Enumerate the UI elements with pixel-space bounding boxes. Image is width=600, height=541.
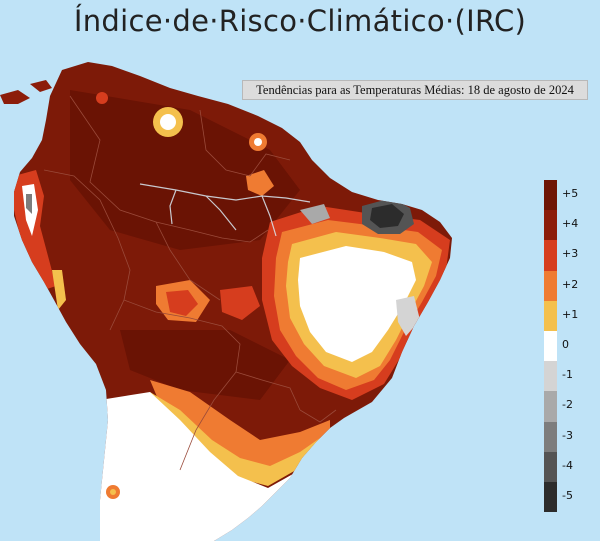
legend-label: +4 — [562, 217, 579, 231]
legend-swatch — [544, 300, 557, 331]
legend-swatch — [544, 421, 557, 452]
legend-label: -5 — [562, 489, 573, 502]
rivers — [139, 183, 311, 237]
date-subtitle: Tendências para as Temperaturas Médias: … — [242, 80, 588, 100]
legend-label: -1 — [562, 368, 573, 382]
country-borders — [43, 95, 337, 471]
legend-swatch — [544, 361, 557, 392]
risk-zone-andes — [14, 170, 66, 310]
legend-swatch — [544, 270, 557, 301]
legend-swatch — [544, 240, 557, 271]
risk-zone-negative-cluster — [300, 198, 414, 234]
legend-label: +3 — [562, 247, 579, 261]
legend-swatch — [544, 391, 557, 422]
legend-swatch — [544, 331, 557, 362]
legend-swatch — [544, 482, 557, 513]
risk-zone-plus1-spot — [106, 485, 120, 499]
risk-zone-south-band — [150, 380, 330, 486]
legend-swatch — [544, 210, 557, 241]
legend-label: +2 — [562, 277, 579, 291]
risk-zone-north-hotspots — [96, 92, 267, 151]
legend: +5 +4 +3 +2 +1 0 -1 -2 -3 -4 -5 — [544, 180, 600, 513]
legend-swatch — [544, 180, 557, 211]
legend-label: -3 — [562, 428, 573, 442]
risk-zone-central-pockets — [156, 170, 274, 322]
caribbean-coast — [0, 80, 52, 104]
legend-label: +5 — [562, 187, 579, 200]
legend-label: -4 — [562, 458, 573, 472]
legend-label: +1 — [562, 307, 579, 321]
map-title: Índice·de·Risco·Climático·(IRC) — [73, 4, 527, 38]
legend-swatch — [544, 451, 557, 482]
risk-zone-plus5 — [70, 90, 300, 400]
legend-label: -2 — [562, 398, 573, 412]
legend-label: 0 — [562, 338, 569, 351]
